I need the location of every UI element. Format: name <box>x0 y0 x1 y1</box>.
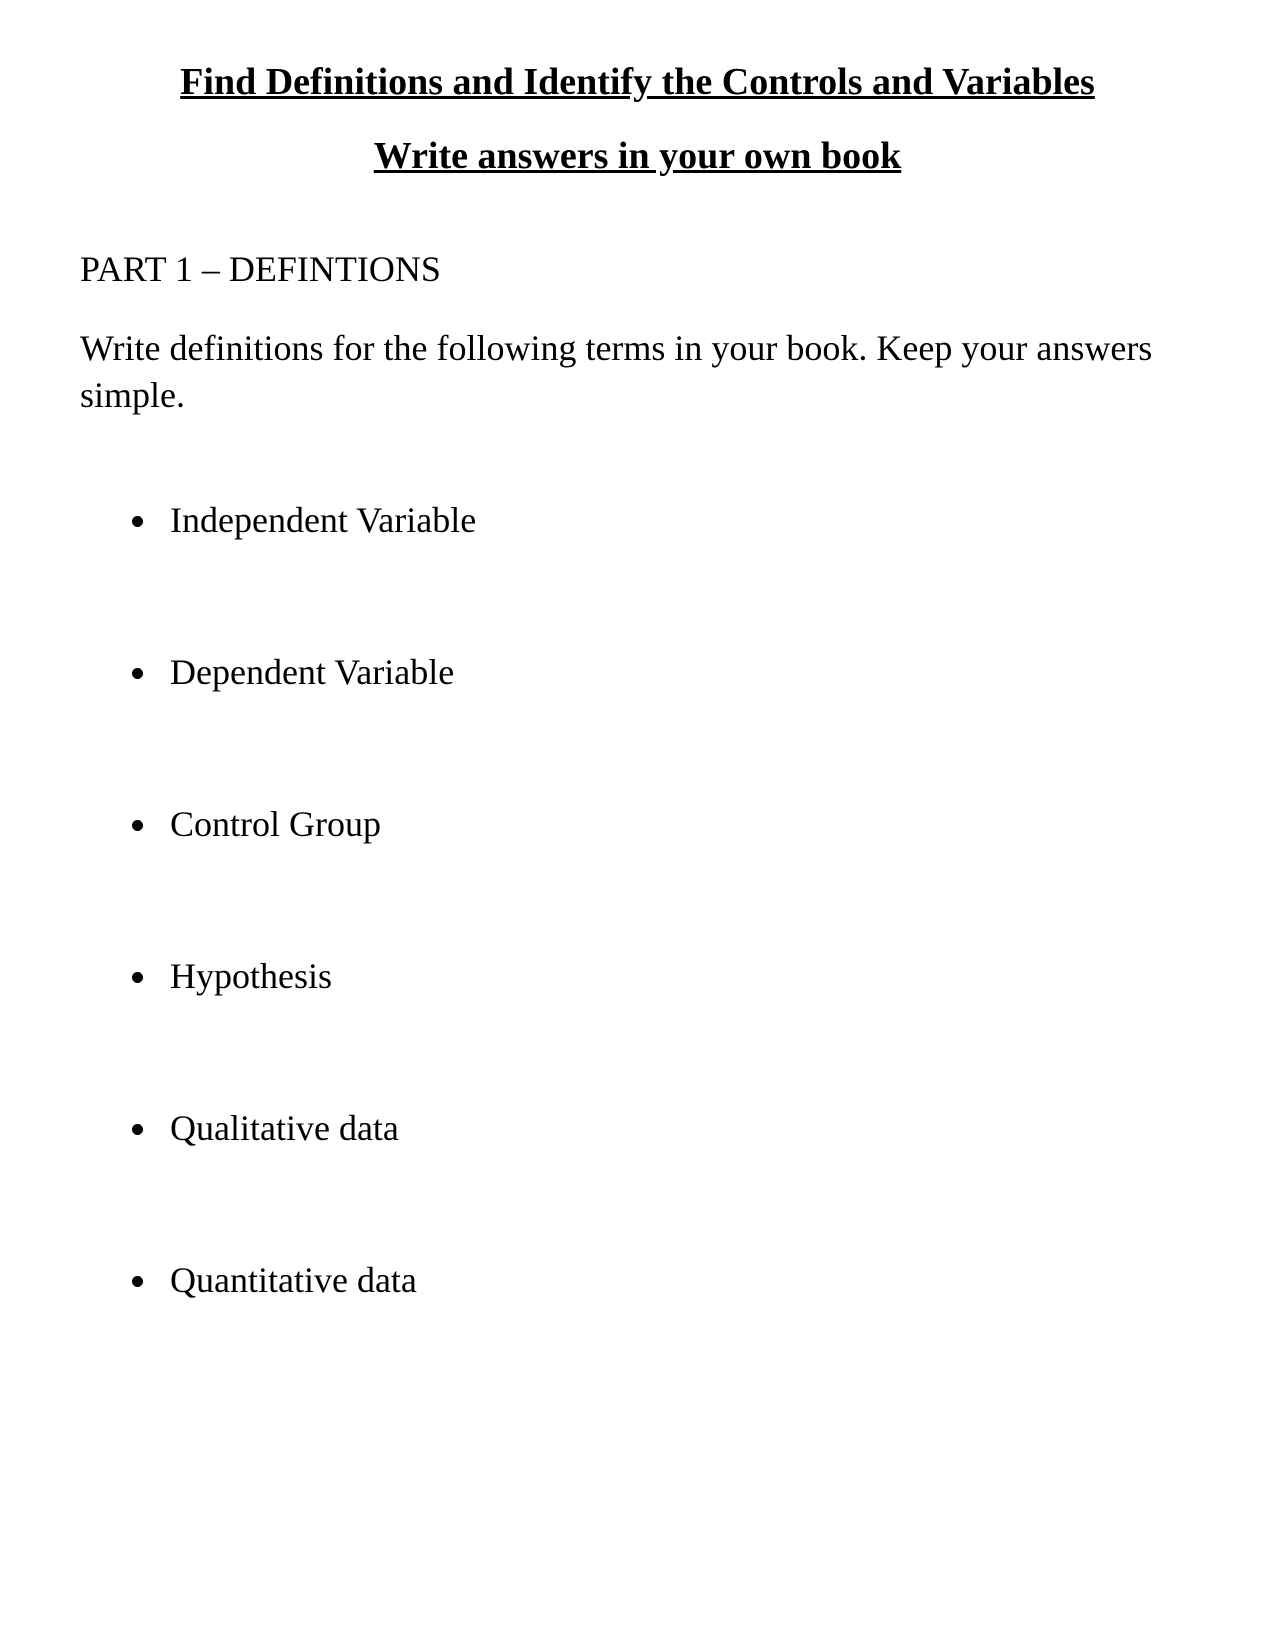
list-item: Control Group <box>160 803 1195 845</box>
title-block: Find Definitions and Identify the Contro… <box>80 60 1195 178</box>
list-item: Qualitative data <box>160 1107 1195 1149</box>
list-item: Dependent Variable <box>160 651 1195 693</box>
list-item: Independent Variable <box>160 499 1195 541</box>
page-title-line-1: Find Definitions and Identify the Contro… <box>80 60 1195 104</box>
instructions-text: Write definitions for the following term… <box>80 325 1195 419</box>
list-item: Quantitative data <box>160 1259 1195 1301</box>
page-title-line-2: Write answers in your own book <box>80 134 1195 178</box>
list-item: Hypothesis <box>160 955 1195 997</box>
section-heading: PART 1 – DEFINTIONS <box>80 248 1195 290</box>
terms-list: Independent Variable Dependent Variable … <box>80 499 1195 1301</box>
